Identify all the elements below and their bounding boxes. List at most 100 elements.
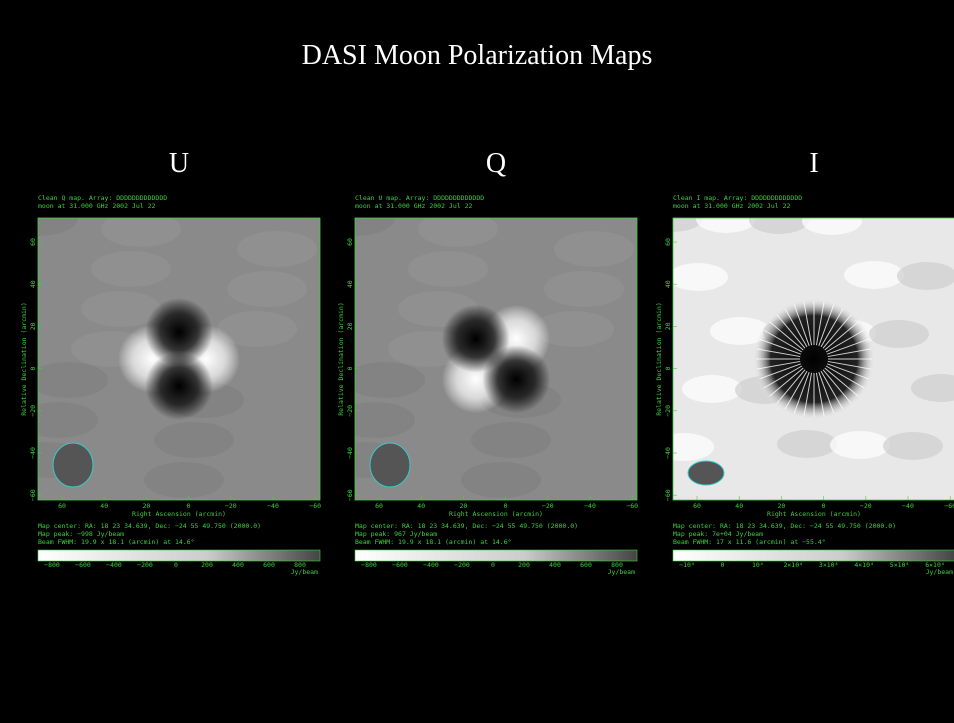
map-ripple: [144, 462, 224, 498]
x-tick-label: 0: [504, 502, 508, 510]
map-ripple: [777, 430, 837, 458]
x-axis-label: Right Ascension (arcmin): [132, 510, 226, 518]
polarization-vector: [759, 363, 802, 380]
map-header: Clean I map. Array: DDDDDDDDDDDDD: [673, 194, 802, 202]
map-footer: Beam FWHM: 19.9 x 18.1 (arcmin) at 14.6°: [38, 538, 195, 546]
map-ripple: [869, 320, 929, 348]
map-ripple: [81, 291, 161, 327]
polarization-vector: [815, 301, 825, 346]
y-tick-label: −60: [346, 489, 354, 501]
y-axis-label: Relative Declination (arcmin): [655, 302, 663, 416]
y-tick-label: 20: [29, 322, 37, 330]
colorbar-tick-label: −400: [423, 561, 439, 569]
x-tick-label: 40: [735, 502, 743, 510]
y-tick-label: 20: [664, 322, 672, 330]
polarization-vector: [827, 348, 872, 358]
polarization-vector: [803, 301, 813, 346]
colorbar-unit: Jy/beam: [926, 568, 953, 576]
map-ripple: [227, 271, 307, 307]
x-tick-label: −60: [626, 502, 638, 510]
polarization-vector: [818, 371, 835, 414]
colorbar-tick-label: −600: [392, 561, 408, 569]
map-ripple: [418, 218, 498, 247]
colorbar-tick-label: 800: [294, 561, 306, 569]
x-tick-label: 20: [777, 502, 785, 510]
polarization-vector: [825, 329, 865, 353]
colorbar-tick-label: −600: [75, 561, 91, 569]
map-footer: Map peak: 967 Jy/beam: [355, 530, 437, 538]
map-ripple: [408, 251, 488, 287]
y-tick-label: 0: [664, 367, 672, 371]
colorbar-tick-label: −800: [44, 561, 60, 569]
map-ripple: [883, 432, 943, 460]
map-ripple: [673, 433, 714, 461]
colorbar-tick-label: −200: [137, 561, 153, 569]
x-tick-label: 20: [142, 502, 150, 510]
map-ripple: [355, 218, 395, 236]
map-lobe: [482, 345, 551, 414]
map-lobe: [145, 298, 213, 366]
map-footer: Map center: RA: 18 23 34.639, Dec: −24 5…: [38, 522, 261, 530]
x-tick-label: −40: [584, 502, 596, 510]
map-header: moon at 31.000 GHz 2002 Jul 22: [38, 202, 155, 210]
y-tick-label: 60: [29, 238, 37, 246]
y-tick-label: 40: [346, 280, 354, 288]
map-lobe: [145, 352, 213, 420]
colorbar: [37, 549, 321, 562]
beam: [369, 442, 411, 488]
colorbar-tick-label: 400: [232, 561, 244, 569]
map-ripple: [38, 218, 78, 236]
panel-heading: U: [169, 148, 189, 179]
x-tick-label: 0: [822, 502, 826, 510]
colorbar-tick-label: 400: [549, 561, 561, 569]
colorbar-tick-label: 10⁴: [752, 561, 764, 569]
map-ripple: [682, 375, 742, 403]
colorbar-tick-label: 2×10⁴: [783, 561, 803, 569]
x-tick-label: −20: [860, 502, 872, 510]
polarization-vector: [826, 363, 869, 380]
colorbar-tick-label: 0: [491, 561, 495, 569]
colorbar-unit: Jy/beam: [291, 568, 318, 576]
polarization-vector: [763, 329, 803, 353]
polarization-vector: [759, 338, 802, 355]
map-ripple: [897, 262, 954, 290]
y-tick-label: −40: [29, 447, 37, 459]
y-tick-label: −40: [664, 447, 672, 459]
colorbar-tick-label: 600: [580, 561, 592, 569]
y-tick-label: 60: [664, 238, 672, 246]
map-header: moon at 31.000 GHz 2002 Jul 22: [673, 202, 790, 210]
map-header: moon at 31.000 GHz 2002 Jul 22: [355, 202, 472, 210]
colorbar: [354, 549, 638, 562]
y-tick-label: 40: [664, 280, 672, 288]
map-image: [38, 218, 320, 500]
colorbar-tick-label: −10⁴: [679, 561, 695, 569]
y-tick-label: −60: [664, 489, 672, 501]
polarization-vector: [793, 371, 810, 414]
map-ripple: [355, 402, 415, 438]
polarization-vector: [826, 338, 869, 355]
y-tick-label: −20: [664, 405, 672, 417]
map-footer: Map center: RA: 18 23 34.639, Dec: −24 5…: [355, 522, 578, 530]
beam: [52, 442, 94, 488]
x-tick-label: 20: [459, 502, 467, 510]
map-ripple: [544, 271, 624, 307]
map-ripple: [802, 218, 862, 235]
x-tick-label: −40: [267, 502, 279, 510]
map-ripple: [38, 402, 98, 438]
colorbar-tick-label: 5×10⁴: [890, 561, 910, 569]
polarization-vector: [820, 370, 844, 410]
polarization-vector: [756, 348, 801, 358]
map-footer: Map center: RA: 18 23 34.639, Dec: −24 5…: [673, 522, 896, 530]
map-ripple: [534, 311, 614, 347]
map-footer: Map peak: 7e+04 Jy/beam: [673, 530, 763, 538]
polarization-vector: [820, 308, 844, 348]
x-tick-label: −20: [225, 502, 237, 510]
polarization-vector: [825, 365, 865, 389]
colorbar-tick-label: 800: [611, 561, 623, 569]
polarization-vector: [784, 308, 808, 348]
polarization-vector: [803, 372, 813, 417]
